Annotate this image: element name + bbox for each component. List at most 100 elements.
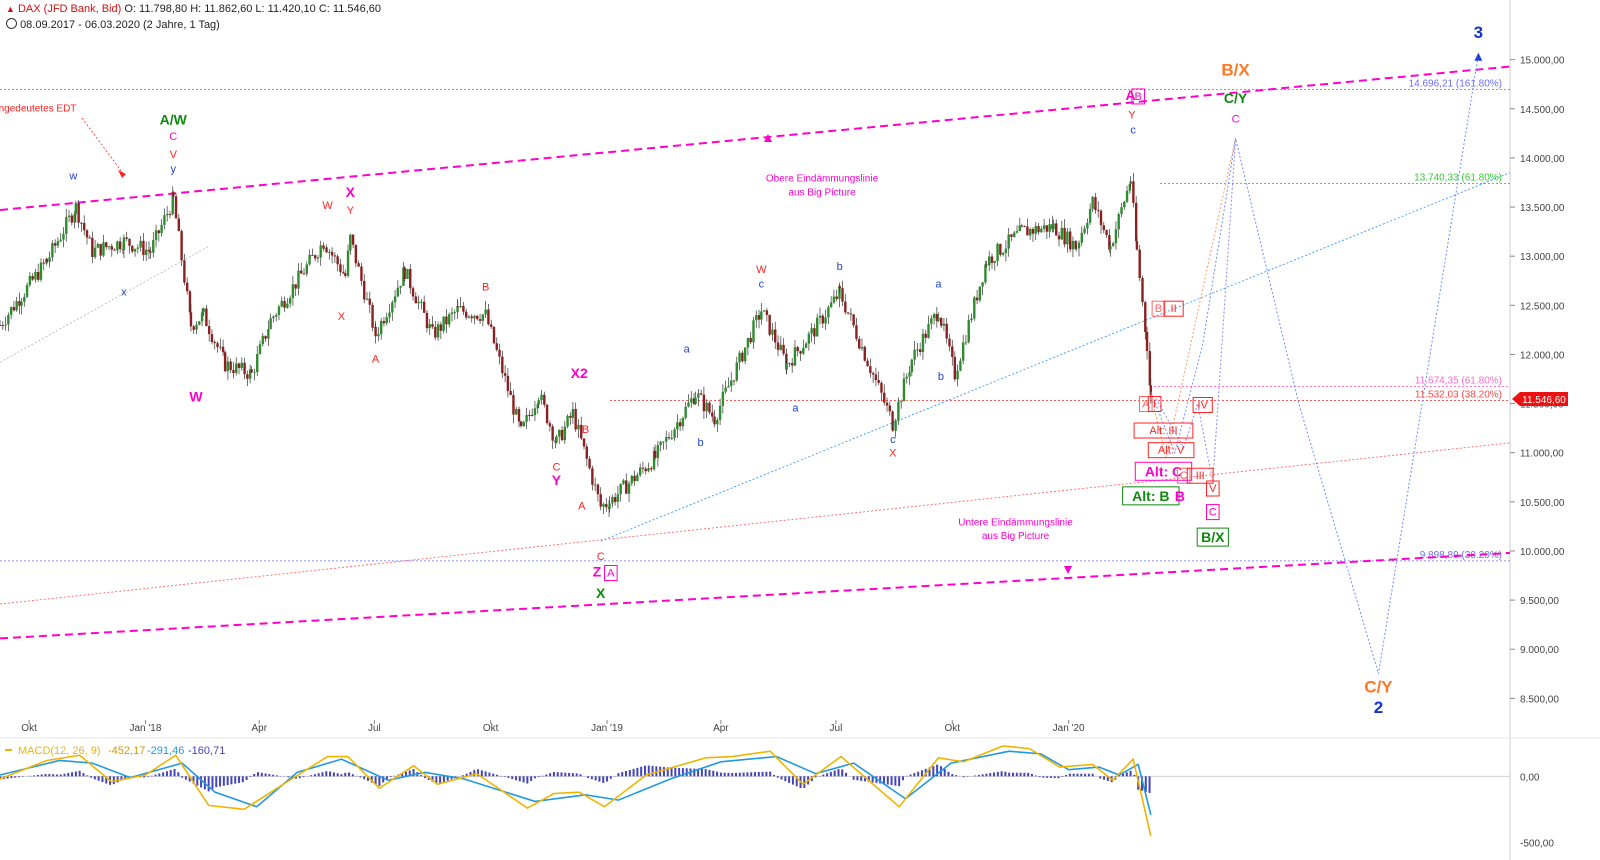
candle-body [735, 362, 738, 381]
macd-histogram-bar [477, 769, 480, 777]
candle-body [264, 335, 267, 339]
macd-histogram-bar [465, 773, 468, 777]
macd-histogram-bar [14, 776, 17, 778]
macd-histogram-bar [731, 772, 734, 777]
candle-body [436, 324, 440, 338]
macd-histogram-bar [754, 772, 756, 777]
candle-body [414, 296, 418, 304]
candle-body [122, 237, 126, 250]
macd-histogram-bar [1004, 771, 1007, 777]
macd-histogram-bar [928, 767, 931, 777]
macd-histogram-bar [879, 776, 882, 784]
candle-body [495, 343, 498, 350]
macd-histogram-bar [367, 776, 370, 781]
candle-body [687, 402, 690, 407]
macd-histogram-bar [788, 776, 791, 783]
wave-label: X2 [571, 365, 588, 381]
candle-body [711, 412, 714, 417]
candle-body [832, 296, 836, 303]
trend-line [0, 442, 1511, 605]
candle-body [425, 312, 429, 329]
wave-label: A [607, 568, 615, 580]
macd-histogram-bar [461, 775, 464, 777]
macd-histogram-bar [101, 776, 104, 783]
wave-label: C [552, 461, 560, 473]
macd-histogram-bar [537, 776, 540, 778]
candle-body [288, 298, 292, 304]
candle-body [213, 342, 216, 344]
chart-logo-icon: ▲ [6, 4, 15, 14]
candle-body [799, 351, 802, 354]
candle-body [978, 286, 982, 301]
candle-body [160, 224, 163, 234]
macd-histogram-bar [746, 772, 749, 777]
candle-body [1105, 230, 1108, 235]
candle-body [611, 497, 614, 504]
macd-histogram-bar [602, 776, 605, 783]
macd-histogram-bar [981, 774, 984, 777]
macd-histogram-bar [985, 773, 988, 777]
macd-histogram-bar [1076, 773, 1079, 777]
candle-body [484, 309, 487, 315]
wave-label: C [597, 551, 605, 563]
macd-histogram-bar [1042, 776, 1045, 778]
wave-label-box [1134, 461, 1193, 481]
candle-body [681, 417, 685, 427]
annotation-arrowhead-lower [1064, 566, 1072, 574]
macd-histogram-bar [955, 775, 958, 777]
candle-body [501, 356, 504, 374]
candle-body [185, 282, 189, 292]
candle-body [1144, 302, 1147, 332]
candle-body [382, 321, 386, 324]
macd-histogram-bar [408, 770, 411, 777]
candle-body [411, 288, 415, 297]
macd-histogram-bar [826, 773, 829, 777]
macd-histogram-bar [230, 776, 233, 785]
macd-histogram-bar [67, 773, 70, 777]
candle-body [622, 480, 625, 484]
candle-body [1063, 227, 1066, 245]
candle-body [391, 302, 394, 313]
candle-body [195, 324, 198, 330]
macd-histogram-bar [772, 774, 775, 777]
candle-body [684, 406, 687, 418]
candle-body [1015, 231, 1019, 233]
candle-body [406, 268, 409, 279]
candle-body [365, 298, 369, 300]
candle-body [765, 310, 769, 315]
candle-body [102, 242, 105, 256]
macd-histogram-bar [1091, 773, 1094, 777]
candle-body [198, 321, 201, 325]
candle-body [481, 314, 485, 321]
candle-body [360, 266, 363, 281]
macd-histogram-bar [325, 771, 328, 777]
candle-body [522, 421, 526, 427]
candle-body [993, 261, 996, 263]
y-tick-label: 13.000,00 [1520, 252, 1565, 263]
wave-label: 2 [1374, 698, 1383, 717]
candle-body [1120, 207, 1123, 215]
wave-label: Y [1128, 110, 1136, 122]
candle-body [205, 308, 208, 327]
candle-body [163, 215, 166, 225]
y-tick-label: 10.500,00 [1520, 498, 1565, 509]
candle-body [841, 288, 844, 302]
candle-body [796, 347, 799, 352]
candle-body [705, 402, 708, 412]
macd-histogram-bar [1144, 776, 1147, 792]
candle-body [344, 273, 347, 276]
candle-body [65, 217, 68, 234]
macd-histogram-bar [1034, 775, 1037, 777]
candle-body [1135, 241, 1139, 250]
macd-histogram-bar [780, 776, 783, 780]
candle-body [785, 363, 788, 370]
candle-body [165, 214, 169, 216]
macd-histogram-bar [598, 776, 601, 782]
macd-histogram-bar [530, 776, 533, 781]
candle-body [596, 484, 600, 495]
candle-body [580, 424, 583, 439]
candle-body [608, 503, 611, 509]
candle-body [1057, 235, 1061, 240]
candle-body [1080, 232, 1083, 243]
candle-body [116, 241, 119, 251]
